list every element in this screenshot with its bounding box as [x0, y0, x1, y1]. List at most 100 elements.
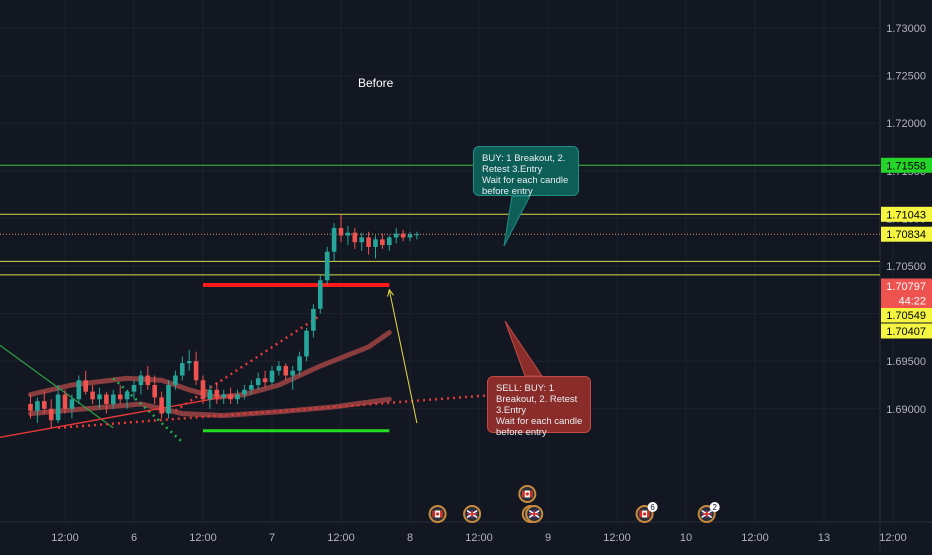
candle-body[interactable]	[242, 389, 247, 395]
sell-callout[interactable]: SELL: BUY: 1 Breakout, 2. Retest 3.Entry…	[487, 376, 591, 438]
event-count-badge	[647, 502, 658, 512]
candle-body[interactable]	[407, 234, 413, 238]
candle-body[interactable]	[290, 370, 295, 376]
candle-body[interactable]	[373, 239, 378, 247]
buy-callout-line: Wait for each candle	[482, 175, 569, 186]
candle-body[interactable]	[42, 401, 47, 409]
candle-body[interactable]	[166, 385, 171, 414]
candle-body[interactable]	[173, 375, 178, 385]
candle-body[interactable]	[117, 394, 123, 400]
candle-body[interactable]	[83, 380, 88, 392]
flag-band	[522, 490, 525, 498]
price-level-tag-label: 1.71558	[886, 160, 926, 172]
candle-body[interactable]	[228, 394, 233, 400]
red-trend-line[interactable]	[0, 393, 238, 440]
candle-body[interactable]	[159, 397, 164, 414]
flag-leaf	[436, 512, 440, 516]
candle-body[interactable]	[104, 394, 109, 405]
candle-body[interactable]	[193, 361, 199, 381]
flag-band	[639, 510, 643, 518]
candle-body[interactable]	[97, 394, 102, 400]
time-axis-label: 10	[680, 532, 692, 544]
event-count-label: 2	[712, 503, 717, 512]
candle-body[interactable]	[255, 378, 261, 385]
sell-callout-line: SELL: BUY: 1	[496, 383, 555, 394]
candle-body[interactable]	[366, 237, 371, 247]
candle-body[interactable]	[214, 389, 220, 398]
candle-body[interactable]	[359, 237, 364, 243]
candle-body[interactable]	[28, 404, 33, 411]
candle-body[interactable]	[269, 370, 275, 383]
candle-body[interactable]	[221, 394, 226, 398]
flag-band	[440, 510, 443, 518]
flag-leaf	[643, 512, 647, 516]
candle-body[interactable]	[55, 394, 61, 421]
lower-channel-dotted-line[interactable]	[58, 388, 562, 430]
price-level-tag[interactable]	[881, 226, 932, 242]
candle-body[interactable]	[249, 385, 254, 390]
candle-body[interactable]	[62, 394, 68, 409]
candle-body[interactable]	[35, 401, 40, 411]
time-axis-label: 13	[818, 532, 830, 544]
price-axis-label: 1.70500	[886, 261, 926, 273]
price-level-tag-label: 1.71043	[886, 209, 926, 221]
candle-body[interactable]	[324, 251, 330, 281]
candle-body[interactable]	[276, 365, 282, 371]
candle-body[interactable]	[380, 239, 385, 246]
sell-callout-line: before entry	[496, 427, 547, 438]
candle-body[interactable]	[145, 375, 151, 385]
candle-body[interactable]	[48, 408, 54, 421]
price-level-tag[interactable]	[881, 206, 932, 222]
time-axis-label: 9	[545, 532, 551, 544]
candle-body[interactable]	[331, 227, 337, 252]
green-dotted-trend-line[interactable]	[112, 377, 184, 444]
price-level-tag[interactable]	[881, 307, 932, 323]
candle-body[interactable]	[393, 233, 399, 238]
event-count-label: 6	[650, 503, 655, 512]
upper-channel-dotted-line[interactable]	[174, 314, 321, 412]
time-axis-label: 12:00	[603, 532, 631, 544]
price-axis-label: 1.69500	[886, 356, 926, 368]
time-axis-label: 12:00	[741, 532, 769, 544]
candle-body[interactable]	[124, 391, 130, 400]
time-axis-label: 12:00	[51, 532, 79, 544]
price-level-tag[interactable]	[881, 157, 932, 173]
candle-body[interactable]	[304, 330, 309, 357]
candle-body[interactable]	[69, 399, 75, 409]
buy-callout[interactable]: BUY: 1 Breakout, 2. Retest 3.Entry Wait …	[473, 146, 579, 197]
candle-body[interactable]	[235, 394, 240, 400]
flag-band	[432, 510, 436, 518]
candle-body[interactable]	[283, 365, 289, 376]
candle-body[interactable]	[311, 308, 316, 331]
yellow-arrow-head	[387, 288, 394, 297]
candle-body[interactable]	[90, 391, 95, 400]
candle-body[interactable]	[200, 380, 206, 400]
candle-body[interactable]	[131, 385, 137, 392]
candle-body[interactable]	[387, 237, 392, 246]
flag-cross	[701, 510, 712, 518]
candle-body[interactable]	[297, 356, 302, 371]
candle-body[interactable]	[338, 227, 344, 236]
candle-body[interactable]	[186, 361, 192, 364]
candle-body[interactable]	[345, 232, 351, 236]
candle-body[interactable]	[207, 389, 213, 400]
candle-body[interactable]	[414, 234, 420, 236]
price-level-tag[interactable]	[881, 323, 932, 339]
sell-callout-pointer	[504, 320, 543, 377]
price-axis-label: 1.72500	[886, 71, 926, 83]
candle-body[interactable]	[400, 233, 406, 238]
candle-body[interactable]	[152, 385, 157, 398]
yellow-arrow-line[interactable]	[388, 289, 418, 424]
candle-body[interactable]	[262, 378, 268, 383]
candle-body[interactable]	[111, 394, 116, 405]
green-trend-line[interactable]	[0, 337, 114, 429]
candle-body[interactable]	[76, 380, 82, 400]
candle-body[interactable]	[138, 375, 144, 385]
sell-callout-line: Breakout, 2. Retest	[496, 394, 578, 405]
candle-body[interactable]	[352, 232, 358, 243]
candle-body[interactable]	[180, 363, 185, 376]
candle-body[interactable]	[318, 280, 323, 309]
price-level-tag[interactable]	[881, 278, 932, 294]
